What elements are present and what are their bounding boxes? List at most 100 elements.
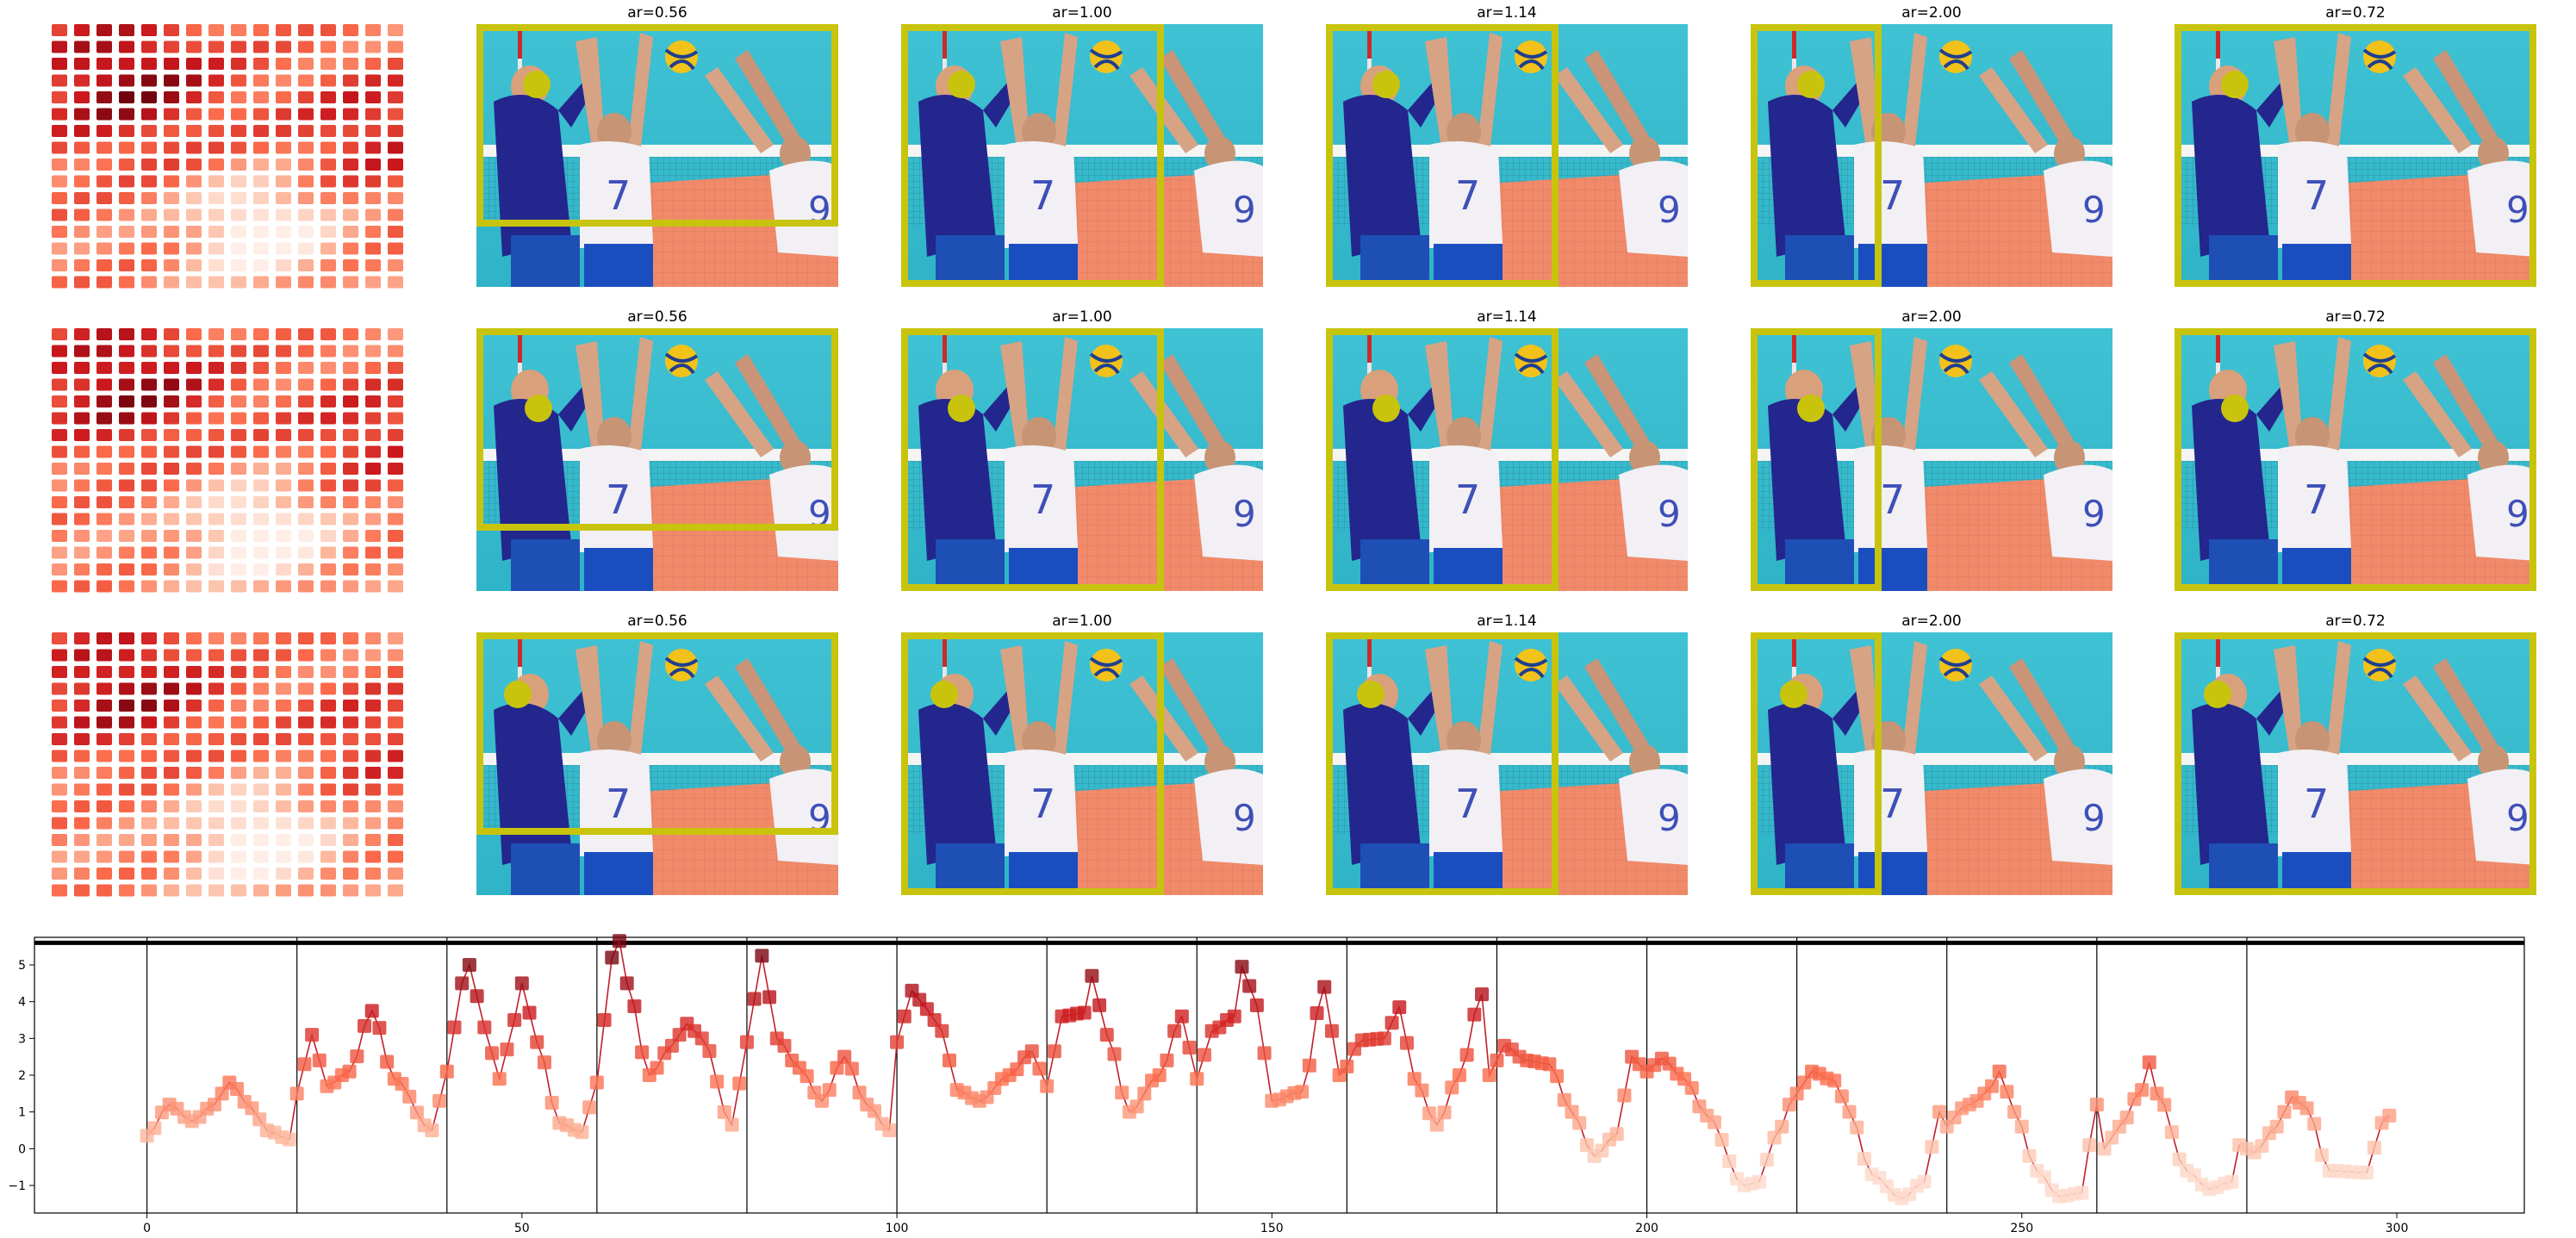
data-point (1242, 979, 1257, 993)
data-point (147, 1121, 162, 1135)
data-point (470, 989, 484, 1004)
heatmap-cell (74, 783, 90, 796)
heatmap-cell (365, 125, 381, 137)
heatmap-cell (208, 834, 224, 846)
data-point (2014, 1119, 2029, 1134)
heatmap-cell (343, 40, 358, 53)
heatmap-cell (52, 58, 67, 70)
keypoint-marker (930, 681, 958, 708)
heatmap-cell (253, 378, 269, 391)
heatmap-cell (74, 463, 90, 475)
heatmap-cell (231, 175, 246, 188)
heatmap-cell (52, 242, 67, 255)
heatmap-cell (119, 58, 134, 70)
heatmap-cell (74, 226, 90, 238)
heatmap-cell (298, 716, 314, 729)
heatmap-cell (208, 208, 224, 221)
data-point (672, 1028, 687, 1042)
heatmap-cell (164, 682, 179, 695)
heatmap-cell (253, 259, 269, 271)
heatmap-cell (365, 175, 381, 188)
heatmap-cell (276, 733, 291, 745)
heatmap-cell (231, 649, 246, 662)
heatmap-cell (208, 479, 224, 492)
heatmap-cell (365, 91, 381, 103)
heatmap-column (52, 24, 403, 897)
data-point (1407, 1072, 1422, 1086)
heatmap-cell (141, 850, 157, 863)
heatmap-cell (253, 58, 269, 70)
heatmap-cell (253, 242, 269, 255)
heatmap-cell (208, 580, 224, 593)
heatmap-cell (141, 429, 157, 441)
heatmap-cell (186, 108, 202, 121)
heatmap-cell (74, 242, 90, 255)
data-point (2007, 1104, 2022, 1119)
heatmap-cell (298, 445, 314, 458)
panel-title: ar=1.14 (1477, 4, 1537, 22)
heatmap-cell (186, 479, 202, 492)
heatmap-cell (231, 429, 246, 441)
heatmap-cell (74, 817, 90, 830)
heatmap-cell (52, 800, 67, 812)
heatmap-cell (276, 850, 291, 863)
heatmap-cell (231, 632, 246, 644)
data-point (1752, 1174, 1767, 1189)
heatmap-cell (119, 141, 134, 154)
heatmap-cell (164, 345, 179, 358)
heatmap-cell (186, 226, 202, 238)
heatmap-cell (208, 276, 224, 289)
heatmap-cell (320, 530, 336, 542)
heatmap-cell (119, 276, 134, 289)
heatmap-cell (186, 632, 202, 644)
heatmap-cell (298, 750, 314, 762)
data-point (702, 1044, 717, 1059)
heatmap-cell (141, 74, 157, 87)
data-point (364, 1004, 379, 1018)
heatmap-cell (343, 108, 358, 121)
heatmap-cell (276, 750, 291, 762)
heatmap-cell (253, 513, 269, 526)
heatmap-cell (164, 767, 179, 779)
heatmap-cell (388, 242, 403, 255)
data-point (1392, 1000, 1407, 1015)
heatmap-cell (52, 479, 67, 492)
heatmap-cell (52, 632, 67, 644)
heatmap-cell (164, 817, 179, 830)
heatmap-cell (96, 700, 112, 712)
heatmap-cell (208, 259, 224, 271)
heatmap-cell (186, 800, 202, 812)
heatmap-cell (343, 378, 358, 391)
heatmap-cell (298, 378, 314, 391)
heatmap-cell (320, 733, 336, 745)
heatmap-cell (74, 479, 90, 492)
heatmap-cell (96, 884, 112, 897)
volleyball-photo (1749, 22, 2114, 289)
heatmap-cell (164, 800, 179, 812)
heatmap-cell (320, 429, 336, 441)
heatmap-cell (320, 159, 336, 171)
data-point (800, 1069, 814, 1084)
heatmap-cell (96, 546, 112, 559)
heatmap-cell (343, 496, 358, 508)
heatmap-cell (253, 463, 269, 475)
heatmap-cell (298, 242, 314, 255)
heatmap-cell (388, 546, 403, 559)
data-point (2082, 1138, 2097, 1153)
volleyball-photo (1324, 327, 1689, 593)
heatmap-cell (164, 412, 179, 425)
keypoint-marker (948, 71, 975, 98)
heatmap-cell (298, 546, 314, 559)
heatmap-cell (119, 378, 134, 391)
heatmap-cell (186, 682, 202, 695)
heatmap-cell (208, 463, 224, 475)
heatmap-cell (276, 328, 291, 340)
heatmap-cell (388, 850, 403, 863)
heatmap-cell (320, 40, 336, 53)
photo-panel: ar=2.00 (1749, 4, 2114, 289)
heatmap-cell (186, 40, 202, 53)
data-point (589, 1075, 604, 1090)
heatmap-cell (320, 58, 336, 70)
heatmap-cell (253, 817, 269, 830)
keypoint-marker (2221, 71, 2249, 98)
